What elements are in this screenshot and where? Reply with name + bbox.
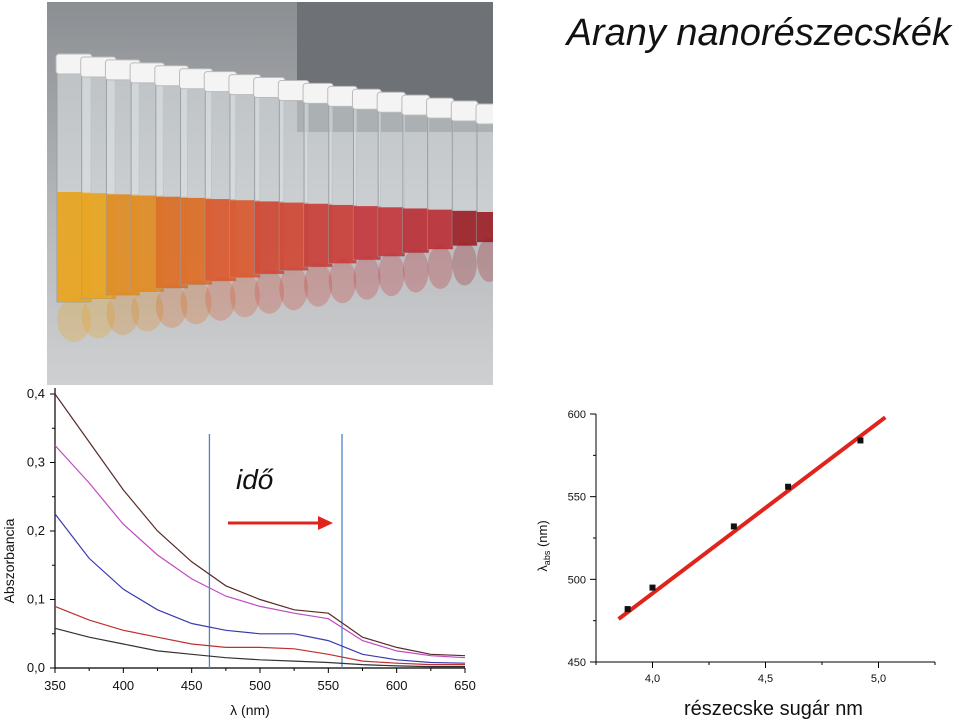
y-tick-label: 500 bbox=[568, 574, 586, 586]
time-annotation: idő bbox=[236, 464, 274, 495]
data-point bbox=[730, 523, 737, 530]
y-axis-label: λabs (nm) bbox=[535, 520, 552, 571]
vial-reflection bbox=[229, 273, 260, 318]
x-tick-label: 350 bbox=[44, 678, 66, 693]
vial-liquid bbox=[279, 202, 309, 271]
vial-liquid bbox=[402, 208, 429, 253]
y-tick-label: 0,3 bbox=[27, 455, 45, 470]
x-tick-label: 450 bbox=[181, 678, 203, 693]
vial-reflection bbox=[477, 238, 493, 282]
x-tick-label: 5,0 bbox=[871, 673, 886, 685]
vial-reflection bbox=[155, 283, 188, 328]
vial-liquid bbox=[378, 207, 405, 257]
vial-reflection bbox=[452, 241, 477, 286]
x-tick-label: 500 bbox=[249, 678, 271, 693]
y-tick-label: 0,4 bbox=[27, 386, 45, 401]
spectrum-series-line bbox=[54, 444, 466, 659]
vial-liquid bbox=[427, 209, 453, 250]
vial-cap bbox=[475, 103, 493, 125]
vial-reflection bbox=[378, 252, 405, 297]
x-tick-label: 550 bbox=[317, 678, 339, 693]
data-point bbox=[624, 606, 631, 613]
fit-line bbox=[617, 415, 887, 621]
vial-cap bbox=[426, 97, 455, 119]
lambda-vs-radius-chart: 450 500 550 600 4,0 4,5 5,0 részecske sugár nm λ… bbox=[535, 409, 936, 720]
vial-liquid bbox=[477, 212, 493, 242]
y-tick-label: 450 bbox=[568, 657, 586, 669]
spectrum-series-line bbox=[54, 513, 466, 664]
data-point bbox=[649, 584, 656, 591]
vial-reflection bbox=[131, 287, 164, 332]
x-tick-label: 4,0 bbox=[645, 673, 660, 685]
vial-cap bbox=[376, 91, 407, 113]
spectrum-series-line bbox=[54, 393, 466, 657]
page-title: Arany nanorészecskék bbox=[566, 12, 951, 54]
spectrum-series-line bbox=[54, 627, 465, 668]
data-point bbox=[857, 437, 864, 444]
data-point bbox=[785, 483, 792, 490]
y-axis-label: Abszorbancia bbox=[1, 518, 17, 603]
x-tick-label: 4,5 bbox=[758, 673, 773, 685]
vial-reflection bbox=[304, 262, 333, 307]
vial-reflection bbox=[205, 276, 236, 321]
vial-reflection bbox=[180, 280, 212, 325]
x-axis-label: részecske sugár nm bbox=[684, 698, 863, 720]
vial-reflection bbox=[279, 266, 309, 311]
y-tick-label: 550 bbox=[568, 492, 586, 504]
vial-cap bbox=[401, 94, 431, 116]
vial-reflection bbox=[427, 245, 453, 290]
y-tick-label: 0,1 bbox=[27, 592, 45, 607]
vial-liquid bbox=[304, 203, 333, 267]
vial-liquid bbox=[353, 206, 381, 260]
vial-reflection bbox=[353, 255, 381, 300]
vial-reflection bbox=[328, 259, 357, 304]
vial-reflection bbox=[81, 294, 116, 339]
vial-cap bbox=[450, 100, 479, 122]
x-tick-label: 650 bbox=[454, 678, 476, 693]
time-arrow-head bbox=[318, 516, 333, 530]
x-tick-label: 600 bbox=[386, 678, 408, 693]
vial-reflection bbox=[57, 298, 91, 342]
x-axis-label: λ (nm) bbox=[230, 702, 270, 718]
vial-reflection bbox=[402, 248, 429, 293]
y-tick-label: 600 bbox=[568, 409, 586, 421]
spectrum-series-line bbox=[54, 605, 465, 666]
vial-reflection bbox=[254, 269, 284, 314]
y-tick-label: 0,0 bbox=[27, 660, 45, 675]
vial-liquid bbox=[328, 204, 357, 264]
x-tick-label: 400 bbox=[112, 678, 134, 693]
vial-liquid bbox=[452, 210, 477, 246]
vial-reflection bbox=[106, 290, 140, 335]
vials-photo bbox=[47, 2, 493, 385]
y-tick-label: 0,2 bbox=[27, 523, 45, 538]
absorbance-spectra-chart: 350 400 450 500 550 600 650 0,0 0,1 0,2 0,3 0,4 λ (n… bbox=[1, 386, 476, 718]
